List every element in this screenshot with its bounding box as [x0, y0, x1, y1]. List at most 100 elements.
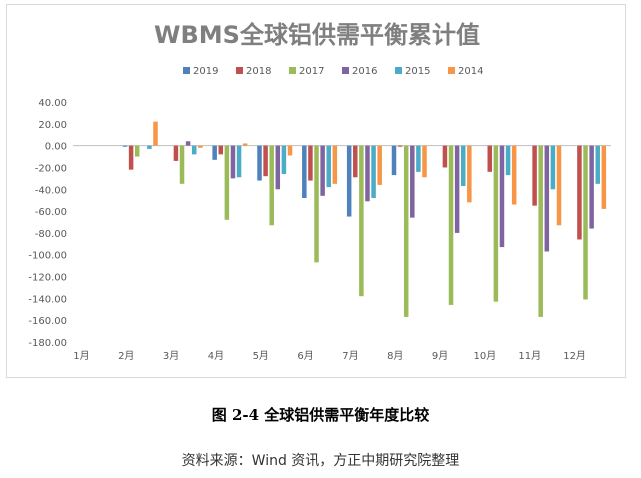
bar-2018-12: [577, 145, 582, 240]
bar-2014-2: [153, 121, 158, 146]
bar-2016-8: [410, 145, 415, 218]
bar-2015-2: [147, 145, 152, 149]
y-tick-label: 40.00: [38, 98, 67, 109]
legend-label-2017: 2017: [299, 66, 324, 77]
bars: [122, 121, 607, 317]
legend-swatch-2017: [289, 67, 296, 74]
bar-2019-5: [257, 145, 262, 181]
x-tick-label: 9月: [432, 350, 448, 362]
x-tick-label: 3月: [163, 350, 179, 362]
legend: 2019 2018 2017 2016 2015 2014: [183, 66, 483, 77]
bar-2016-4: [230, 145, 236, 179]
bar-2016-9: [454, 145, 460, 233]
bar-2014-4: [242, 143, 248, 146]
bar-2014-10: [511, 145, 517, 205]
chart-svg: WBMS全球铝供需平衡累计值 2019 2018 2017 2016 2015 2014 …: [28, 21, 611, 362]
bar-2017-6: [314, 145, 319, 263]
bar-2019-8: [391, 145, 397, 176]
bar-2018-10: [487, 145, 493, 172]
x-tick-label: 4月: [208, 350, 224, 362]
bar-2014-12: [601, 145, 607, 209]
bar-2015-7: [371, 145, 376, 198]
bar-2017-3: [179, 145, 185, 184]
x-tick-label: 1月: [73, 350, 89, 362]
bar-2014-9: [467, 145, 472, 203]
bar-2017-10: [493, 145, 499, 302]
legend-swatch-2018: [236, 67, 243, 74]
legend-label-2019: 2019: [193, 66, 218, 77]
x-tick-label: 7月: [342, 350, 358, 362]
chart-frame: WBMS全球铝供需平衡累计值 2019 2018 2017 2016 2015 2014 …: [6, 4, 626, 378]
y-tick-label: -40.00: [35, 185, 67, 196]
bar-2014-6: [332, 145, 338, 184]
bar-2018-3: [173, 145, 179, 161]
chart-title: WBMS全球铝供需平衡累计值: [154, 21, 480, 49]
bar-2016-6: [320, 145, 325, 196]
y-tick-label: -80.00: [35, 229, 67, 240]
bar-2016-5: [275, 145, 281, 190]
x-tick-label: 8月: [387, 350, 403, 362]
y-tick-label: -180.00: [28, 338, 67, 349]
bar-2014-5: [287, 145, 293, 156]
y-tick-label: 0.00: [45, 142, 67, 153]
y-tick-label: -120.00: [28, 273, 67, 284]
x-tick-label: 6月: [297, 350, 313, 362]
legend-label-2018: 2018: [246, 66, 271, 77]
legend-swatch-2015: [395, 67, 402, 74]
y-tick-label: -140.00: [28, 294, 67, 305]
y-tick-label: -20.00: [35, 163, 67, 174]
legend-label-2015: 2015: [405, 66, 430, 77]
y-tick-label: 20.00: [38, 120, 67, 131]
bar-2018-6: [308, 145, 313, 181]
bar-2014-3: [198, 145, 203, 148]
bar-2019-4: [212, 145, 217, 160]
bar-2015-9: [460, 145, 466, 186]
bar-2018-11: [532, 145, 537, 206]
bar-2017-11: [538, 145, 543, 317]
bar-2017-9: [448, 145, 454, 305]
bar-2015-12: [595, 145, 600, 184]
bar-2018-9: [442, 145, 448, 168]
bar-2016-10: [499, 145, 505, 248]
legend-swatch-2019: [183, 67, 190, 74]
bar-2016-7: [365, 145, 370, 202]
legend-label-2016: 2016: [352, 66, 377, 77]
bar-2014-11: [556, 145, 562, 226]
bar-2017-5: [269, 145, 274, 226]
bar-2016-3: [185, 141, 191, 146]
bar-2015-11: [550, 145, 556, 190]
bar-2018-5: [263, 145, 268, 177]
bar-2018-7: [353, 145, 358, 178]
bar-2015-5: [281, 145, 287, 174]
source-note: 资料来源：Wind 资讯，方正中期研究院整理: [181, 453, 460, 469]
bar-2018-4: [218, 145, 224, 155]
x-tick-label: 12月: [563, 350, 586, 362]
bar-2015-6: [326, 145, 331, 188]
bar-2017-7: [359, 145, 364, 297]
bar-2016-11: [544, 145, 550, 252]
x-tick-label: 11月: [518, 350, 541, 362]
legend-swatch-2016: [342, 67, 349, 74]
figure-caption: 图 2-4 全球铝供需平衡年度比较: [211, 406, 430, 424]
x-tick-label: 5月: [253, 350, 269, 362]
bar-2014-7: [377, 145, 382, 185]
bar-2015-10: [505, 145, 511, 176]
bar-2019-7: [346, 145, 352, 217]
bar-2017-8: [403, 145, 409, 317]
bar-2019-6: [302, 145, 307, 198]
x-tick-label: 2月: [118, 350, 134, 362]
x-axis: 1月 2月 3月 4月 5月 6月 7月 8月 9月 10月 11月 12月: [73, 350, 586, 362]
legend-label-2014: 2014: [458, 66, 483, 77]
bar-2018-2: [128, 145, 134, 170]
bar-2017-12: [583, 145, 588, 300]
bar-2018-8: [397, 145, 403, 147]
bar-2016-12: [589, 145, 594, 229]
bar-2015-3: [191, 145, 197, 155]
legend-swatch-2014: [448, 67, 455, 74]
x-tick-label: 10月: [474, 350, 497, 362]
bar-2017-4: [224, 145, 230, 220]
y-axis: 40.00 20.00 0.00 -20.00 -40.00 -60.00 -80.00 -1…: [28, 98, 611, 349]
y-tick-label: -160.00: [28, 316, 67, 327]
bar-2015-4: [236, 145, 242, 178]
y-tick-label: -60.00: [35, 207, 67, 218]
